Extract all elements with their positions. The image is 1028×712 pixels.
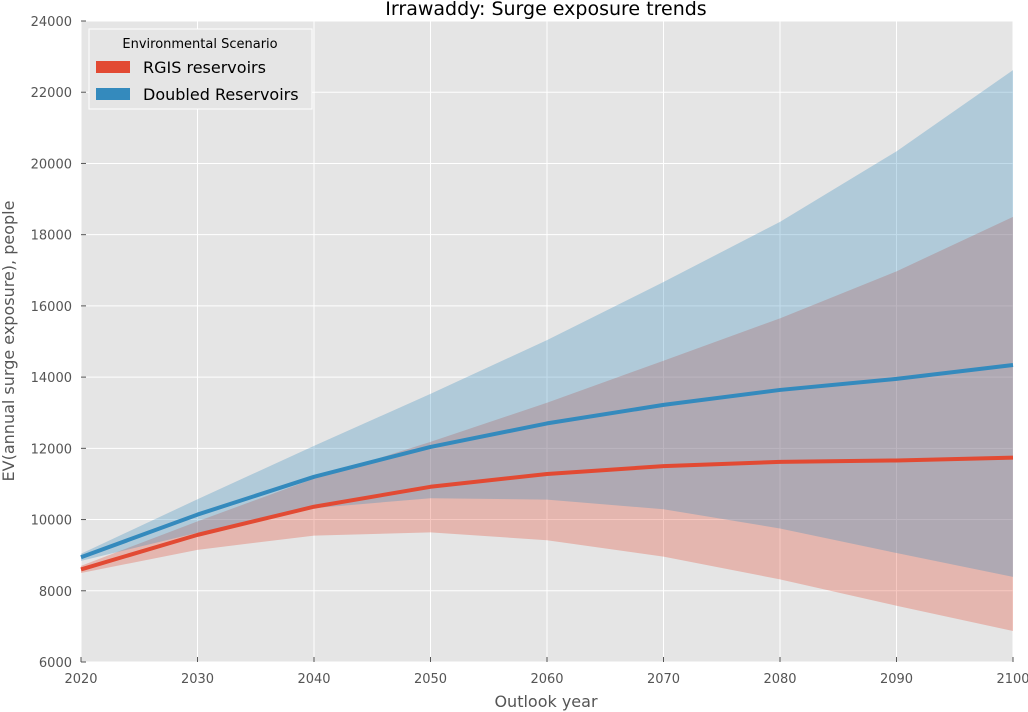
x-tick-label-2030: 2030: [181, 672, 214, 687]
y-tick-label-24000: 24000: [31, 15, 72, 30]
legend: Environmental Scenario RGIS reservoirs D…: [88, 28, 313, 110]
y-tick-label-20000: 20000: [31, 157, 72, 172]
band-doubled-reservoirs: [81, 70, 1013, 577]
line-rgis-reservoirs: [80, 455, 1014, 572]
x-tick-label-2050: 2050: [414, 672, 447, 687]
y-tick-label-14000: 14000: [31, 371, 72, 386]
chart-title: Irrawaddy: Surge exposure trends: [385, 0, 706, 20]
legend-title: Environmental Scenario: [122, 37, 277, 52]
x-tick-label-2070: 2070: [647, 672, 680, 687]
line-doubled-reservoirs: [80, 363, 1014, 560]
legend-swatch-rgis-reservoirs: [96, 61, 130, 73]
x-axis: 2020 2030 2040 2050 2060 2070 2080 2090 2100: [64, 657, 1028, 687]
x-tick-label-2100: 2100: [996, 672, 1028, 687]
x-tick-label-2090: 2090: [880, 672, 913, 687]
x-tick-label-2020: 2020: [64, 672, 97, 687]
y-tick-label-6000: 6000: [39, 656, 72, 671]
y-tick-label-18000: 18000: [31, 229, 72, 244]
x-tick-label-2080: 2080: [763, 672, 796, 687]
y-tick-label-10000: 10000: [31, 514, 72, 529]
legend-label-doubled-reservoirs: Doubled Reservoirs: [143, 85, 299, 104]
y-axis: 6000 8000 10000 12000 14000 16000 18000 20000 22…: [31, 15, 86, 671]
legend-label-rgis-reservoirs: RGIS reservoirs: [143, 58, 266, 77]
y-axis-label: EV(annual surge exposure), people: [0, 201, 18, 482]
series-lines: [80, 363, 1014, 572]
y-tick-label-22000: 22000: [31, 86, 72, 101]
y-tick-label-8000: 8000: [39, 585, 72, 600]
legend-swatch-doubled-reservoirs: [96, 88, 130, 100]
x-tick-label-2060: 2060: [530, 672, 563, 687]
y-tick-label-16000: 16000: [31, 300, 72, 315]
y-tick-label-12000: 12000: [31, 442, 72, 457]
x-axis-label: Outlook year: [494, 692, 598, 711]
x-tick-label-2040: 2040: [297, 672, 330, 687]
